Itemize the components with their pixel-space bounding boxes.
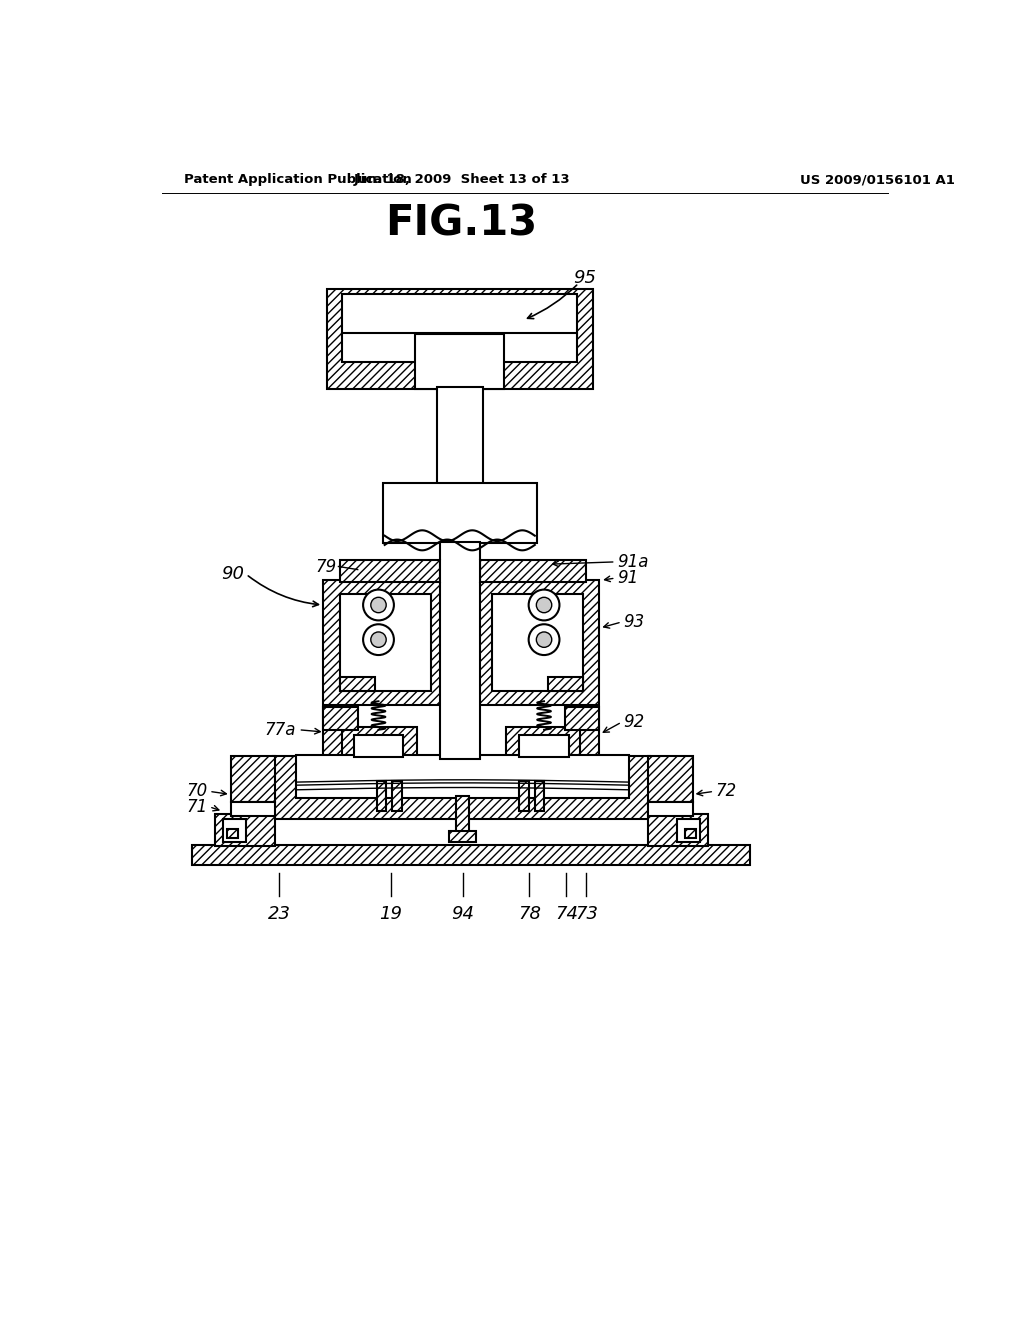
Bar — [340, 561, 587, 582]
Bar — [226, 829, 238, 838]
Text: 73: 73 — [574, 906, 598, 923]
Text: 72: 72 — [716, 783, 737, 800]
Bar — [416, 334, 504, 389]
Text: 91a: 91a — [617, 553, 648, 570]
Bar — [506, 727, 583, 756]
Text: 79: 79 — [315, 557, 337, 576]
Bar — [581, 706, 599, 756]
Text: Jun. 18, 2009  Sheet 13 of 13: Jun. 18, 2009 Sheet 13 of 13 — [353, 173, 570, 186]
Bar — [342, 333, 578, 363]
Text: 74: 74 — [555, 906, 578, 923]
Bar — [340, 594, 431, 692]
Text: 19: 19 — [379, 906, 402, 923]
Circle shape — [371, 632, 386, 647]
Bar — [193, 845, 750, 866]
Bar — [492, 594, 583, 692]
Bar — [215, 813, 275, 846]
Bar — [677, 818, 700, 842]
Bar — [323, 581, 447, 705]
Bar — [648, 803, 692, 816]
Text: 23: 23 — [267, 906, 291, 923]
Bar — [223, 818, 246, 842]
Bar — [383, 483, 538, 544]
Circle shape — [528, 624, 559, 655]
Text: Patent Application Publication: Patent Application Publication — [184, 173, 413, 186]
Bar — [354, 735, 403, 756]
Bar — [340, 727, 417, 756]
Bar — [323, 706, 342, 756]
Text: 95: 95 — [573, 269, 596, 286]
Bar — [475, 581, 599, 705]
Text: 94: 94 — [452, 906, 475, 923]
Bar — [440, 561, 480, 582]
Bar — [342, 294, 578, 335]
Bar — [323, 706, 357, 730]
Bar — [340, 677, 375, 692]
Circle shape — [537, 632, 552, 647]
Circle shape — [528, 590, 559, 620]
Circle shape — [364, 624, 394, 655]
Text: 78: 78 — [518, 906, 541, 923]
Bar — [450, 832, 475, 842]
Text: 93: 93 — [624, 612, 645, 631]
Text: 91: 91 — [617, 569, 638, 587]
Text: 70: 70 — [186, 783, 208, 800]
Bar — [230, 756, 275, 803]
Bar — [273, 756, 650, 818]
Bar — [230, 803, 275, 816]
Bar — [437, 387, 483, 486]
Text: 92: 92 — [624, 713, 645, 731]
Bar — [392, 780, 401, 812]
Bar — [685, 829, 695, 838]
Bar — [548, 677, 583, 692]
Bar — [456, 796, 469, 834]
Bar — [327, 289, 593, 389]
Circle shape — [371, 597, 386, 612]
Text: 90: 90 — [221, 565, 245, 583]
Circle shape — [364, 590, 394, 620]
Bar — [535, 780, 544, 812]
Bar — [519, 735, 568, 756]
Bar — [296, 755, 629, 797]
Bar — [648, 756, 692, 803]
Text: 77a: 77a — [264, 721, 296, 739]
Text: US 2009/0156101 A1: US 2009/0156101 A1 — [801, 173, 955, 186]
Circle shape — [537, 597, 552, 612]
Bar — [565, 706, 599, 730]
Bar — [648, 813, 708, 846]
Text: FIG.13: FIG.13 — [385, 203, 538, 244]
Bar — [519, 780, 528, 812]
Text: 71: 71 — [186, 797, 208, 816]
Bar — [440, 541, 480, 759]
Bar — [377, 780, 386, 812]
